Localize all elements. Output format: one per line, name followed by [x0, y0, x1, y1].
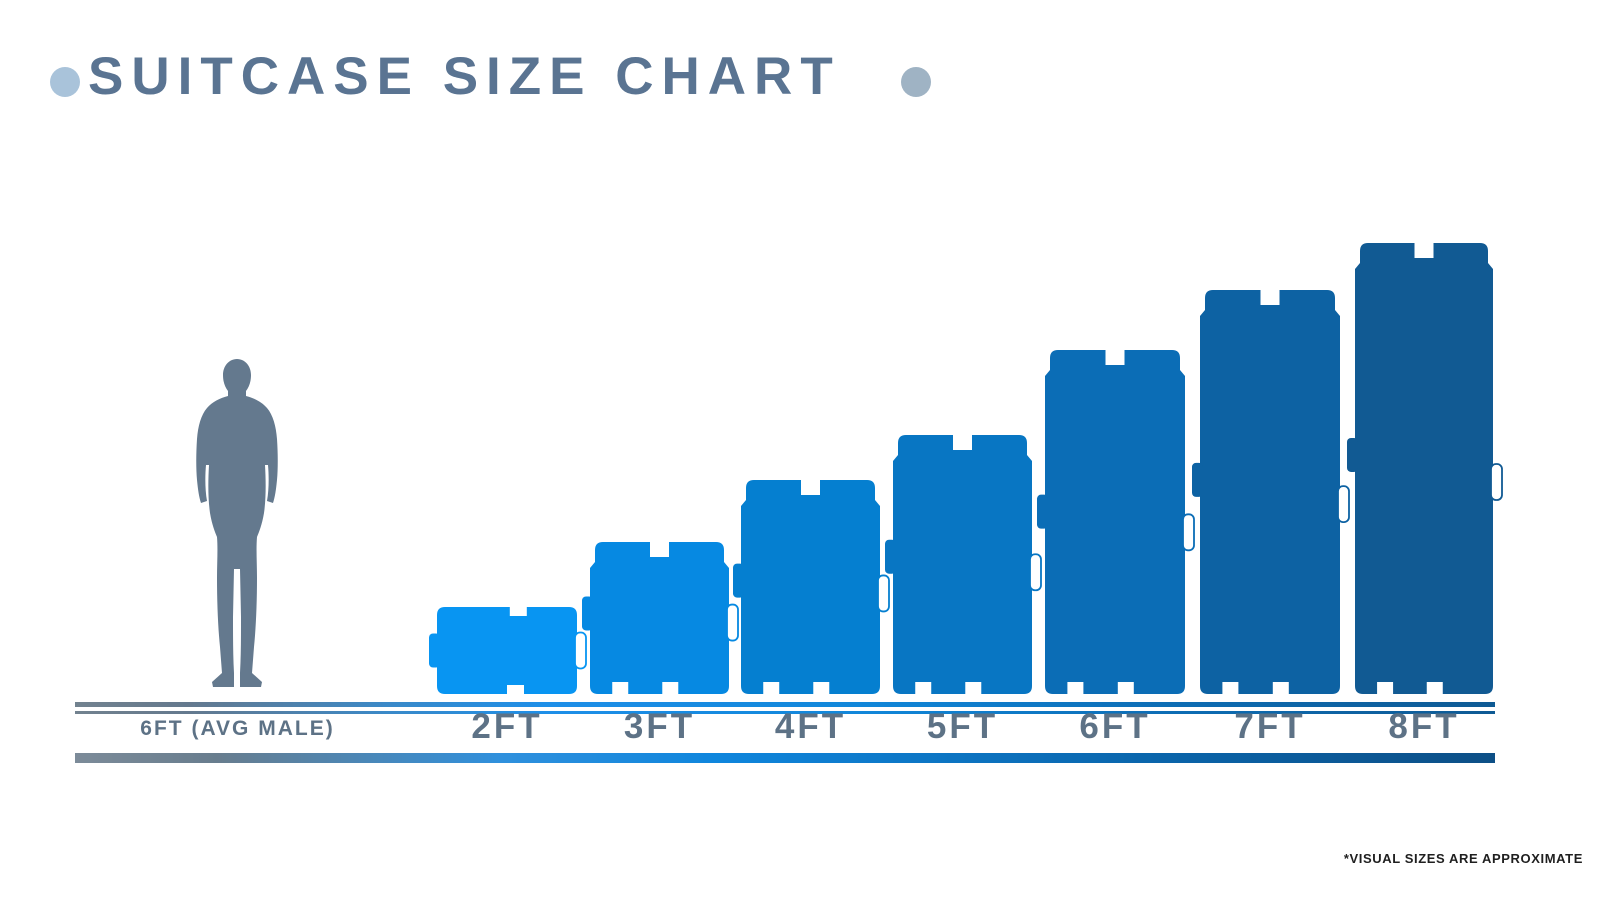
suitcase-body	[437, 607, 577, 694]
suitcase-body	[1200, 290, 1340, 694]
suitcase-body	[1045, 350, 1185, 694]
side-handle-outline	[1490, 463, 1503, 501]
page-title: SUITCASE SIZE CHART	[88, 47, 841, 106]
suitcase-body	[741, 480, 880, 694]
baseline-bar	[75, 753, 1495, 763]
suitcase-3ft	[580, 542, 741, 700]
side-handle-tab	[429, 633, 440, 668]
suitcase-7ft	[1190, 290, 1352, 700]
side-handle-tab	[1192, 462, 1203, 497]
suitcase-8ft	[1345, 243, 1505, 700]
suitcase-2ft	[427, 607, 589, 700]
size-label-3ft: 3FT	[623, 707, 696, 746]
ground-line-top	[75, 702, 1495, 707]
suitcase-body	[1355, 243, 1493, 694]
side-handle-outline	[1029, 553, 1042, 592]
size-label-5ft: 5FT	[926, 707, 999, 746]
side-handle-outline	[574, 631, 587, 670]
side-handle-tab	[1037, 494, 1048, 529]
side-handle-tab	[885, 539, 896, 574]
side-handle-tab	[733, 563, 744, 598]
size-label-4ft: 4FT	[774, 707, 847, 746]
side-handle-outline	[1182, 513, 1195, 552]
title-accent-dot-left	[50, 67, 80, 97]
side-handle-tab	[1347, 437, 1358, 472]
male-silhouette-icon	[196, 359, 278, 687]
title-accent-dot-right	[901, 67, 931, 97]
side-handle-outline	[1337, 485, 1350, 524]
suitcase-body	[590, 542, 729, 694]
side-handle-tab	[582, 596, 593, 631]
side-handle-outline	[726, 603, 739, 642]
side-handle-outline	[877, 574, 890, 613]
suitcase-4ft	[731, 480, 892, 700]
male-silhouette-path	[196, 359, 278, 687]
size-label-2ft: 2FT	[471, 707, 543, 746]
suitcase-5ft	[883, 435, 1044, 700]
size-label-6ft: 6FT	[1079, 707, 1151, 746]
suitcase-body	[893, 435, 1032, 694]
ground-line-thin	[75, 711, 1495, 714]
size-label-8ft: 8FT	[1388, 707, 1460, 746]
footnote: *VISUAL SIZES ARE APPROXIMATE	[1343, 851, 1583, 866]
suitcase-6ft	[1035, 350, 1197, 700]
reference-label: 6FT (AVG MALE)	[140, 717, 335, 740]
size-label-7ft: 7FT	[1234, 707, 1306, 746]
